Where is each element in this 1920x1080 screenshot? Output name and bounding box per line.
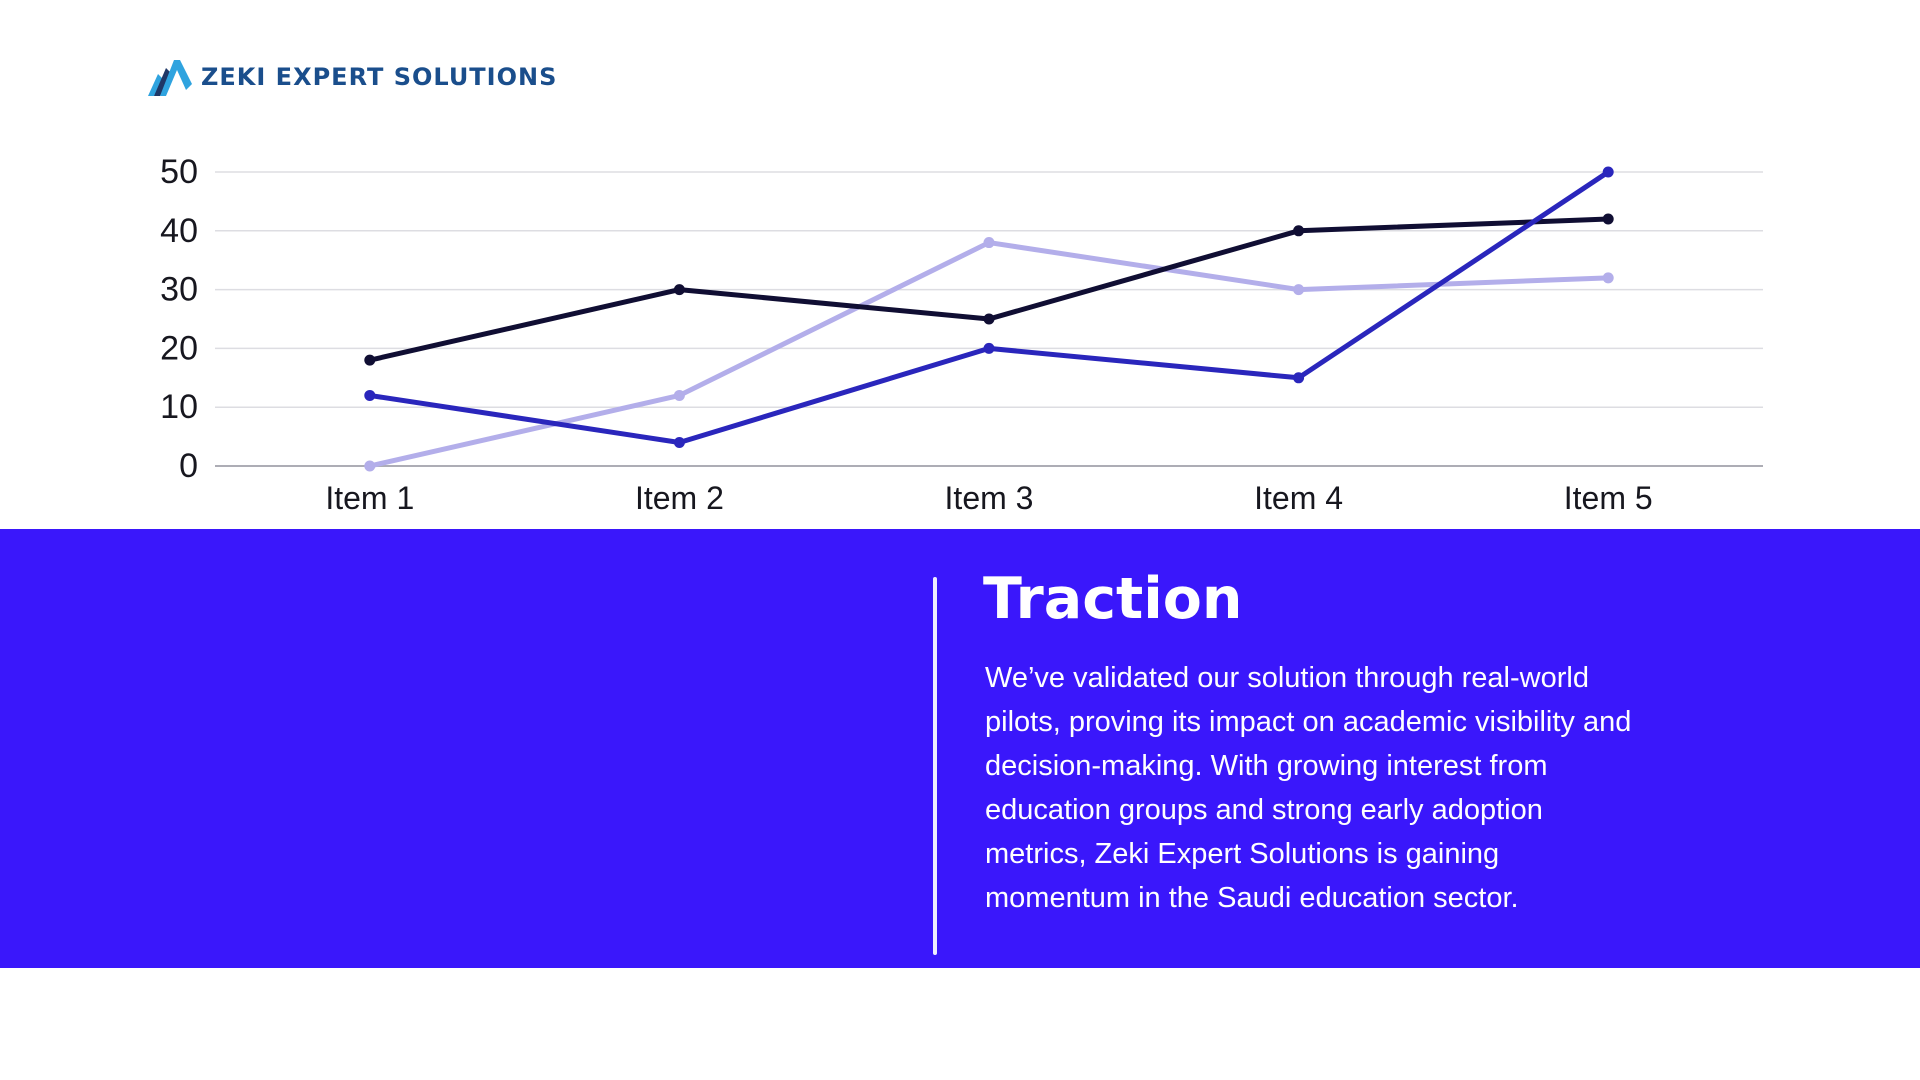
x-category-label: Item 1 — [325, 480, 414, 516]
x-category-label: Item 5 — [1564, 480, 1653, 516]
y-tick-label: 30 — [160, 271, 198, 309]
series-line-blue — [367, 169, 1611, 445]
x-category-label: Item 2 — [635, 480, 724, 516]
y-tick-label: 20 — [160, 329, 198, 367]
traction-section — [0, 529, 1920, 968]
data-point-lavender — [1293, 284, 1305, 296]
data-point-dark-navy — [1602, 213, 1614, 225]
traction-line-chart: 0 10 20 30 40 50 Item 1 Item 2 Item 3 Item 4 Item … — [160, 153, 1763, 516]
data-point-lavender — [364, 460, 376, 472]
series-line-lavender — [367, 240, 1611, 469]
y-tick-label: 40 — [160, 212, 198, 250]
y-tick-label: 10 — [160, 388, 198, 426]
y-tick-label: 0 — [179, 447, 198, 485]
brand-logo: ZEKI EXPERT SOLUTIONS — [146, 56, 557, 98]
mountain-peaks-icon — [148, 60, 192, 96]
data-point-blue — [364, 389, 376, 401]
data-point-blue — [673, 436, 685, 448]
data-point-lavender — [673, 389, 685, 401]
data-point-dark-navy — [673, 284, 685, 296]
x-category-label: Item 4 — [1254, 480, 1343, 516]
data-point-blue — [1602, 166, 1614, 178]
data-point-dark-navy — [983, 313, 995, 325]
x-category-label: Item 3 — [945, 480, 1034, 516]
data-point-lavender — [1602, 272, 1614, 284]
data-point-lavender — [983, 237, 995, 249]
vertical-divider — [933, 577, 937, 955]
data-point-blue — [1293, 372, 1305, 384]
data-point-dark-navy — [1293, 225, 1305, 237]
section-title: Traction — [983, 566, 1243, 632]
y-tick-label: 50 — [160, 153, 198, 191]
section-body-text: We’ve validated our solution through rea… — [985, 662, 1632, 914]
data-point-blue — [983, 342, 995, 354]
data-point-dark-navy — [364, 354, 376, 366]
brand-name: ZEKI EXPERT SOLUTIONS — [201, 63, 558, 91]
